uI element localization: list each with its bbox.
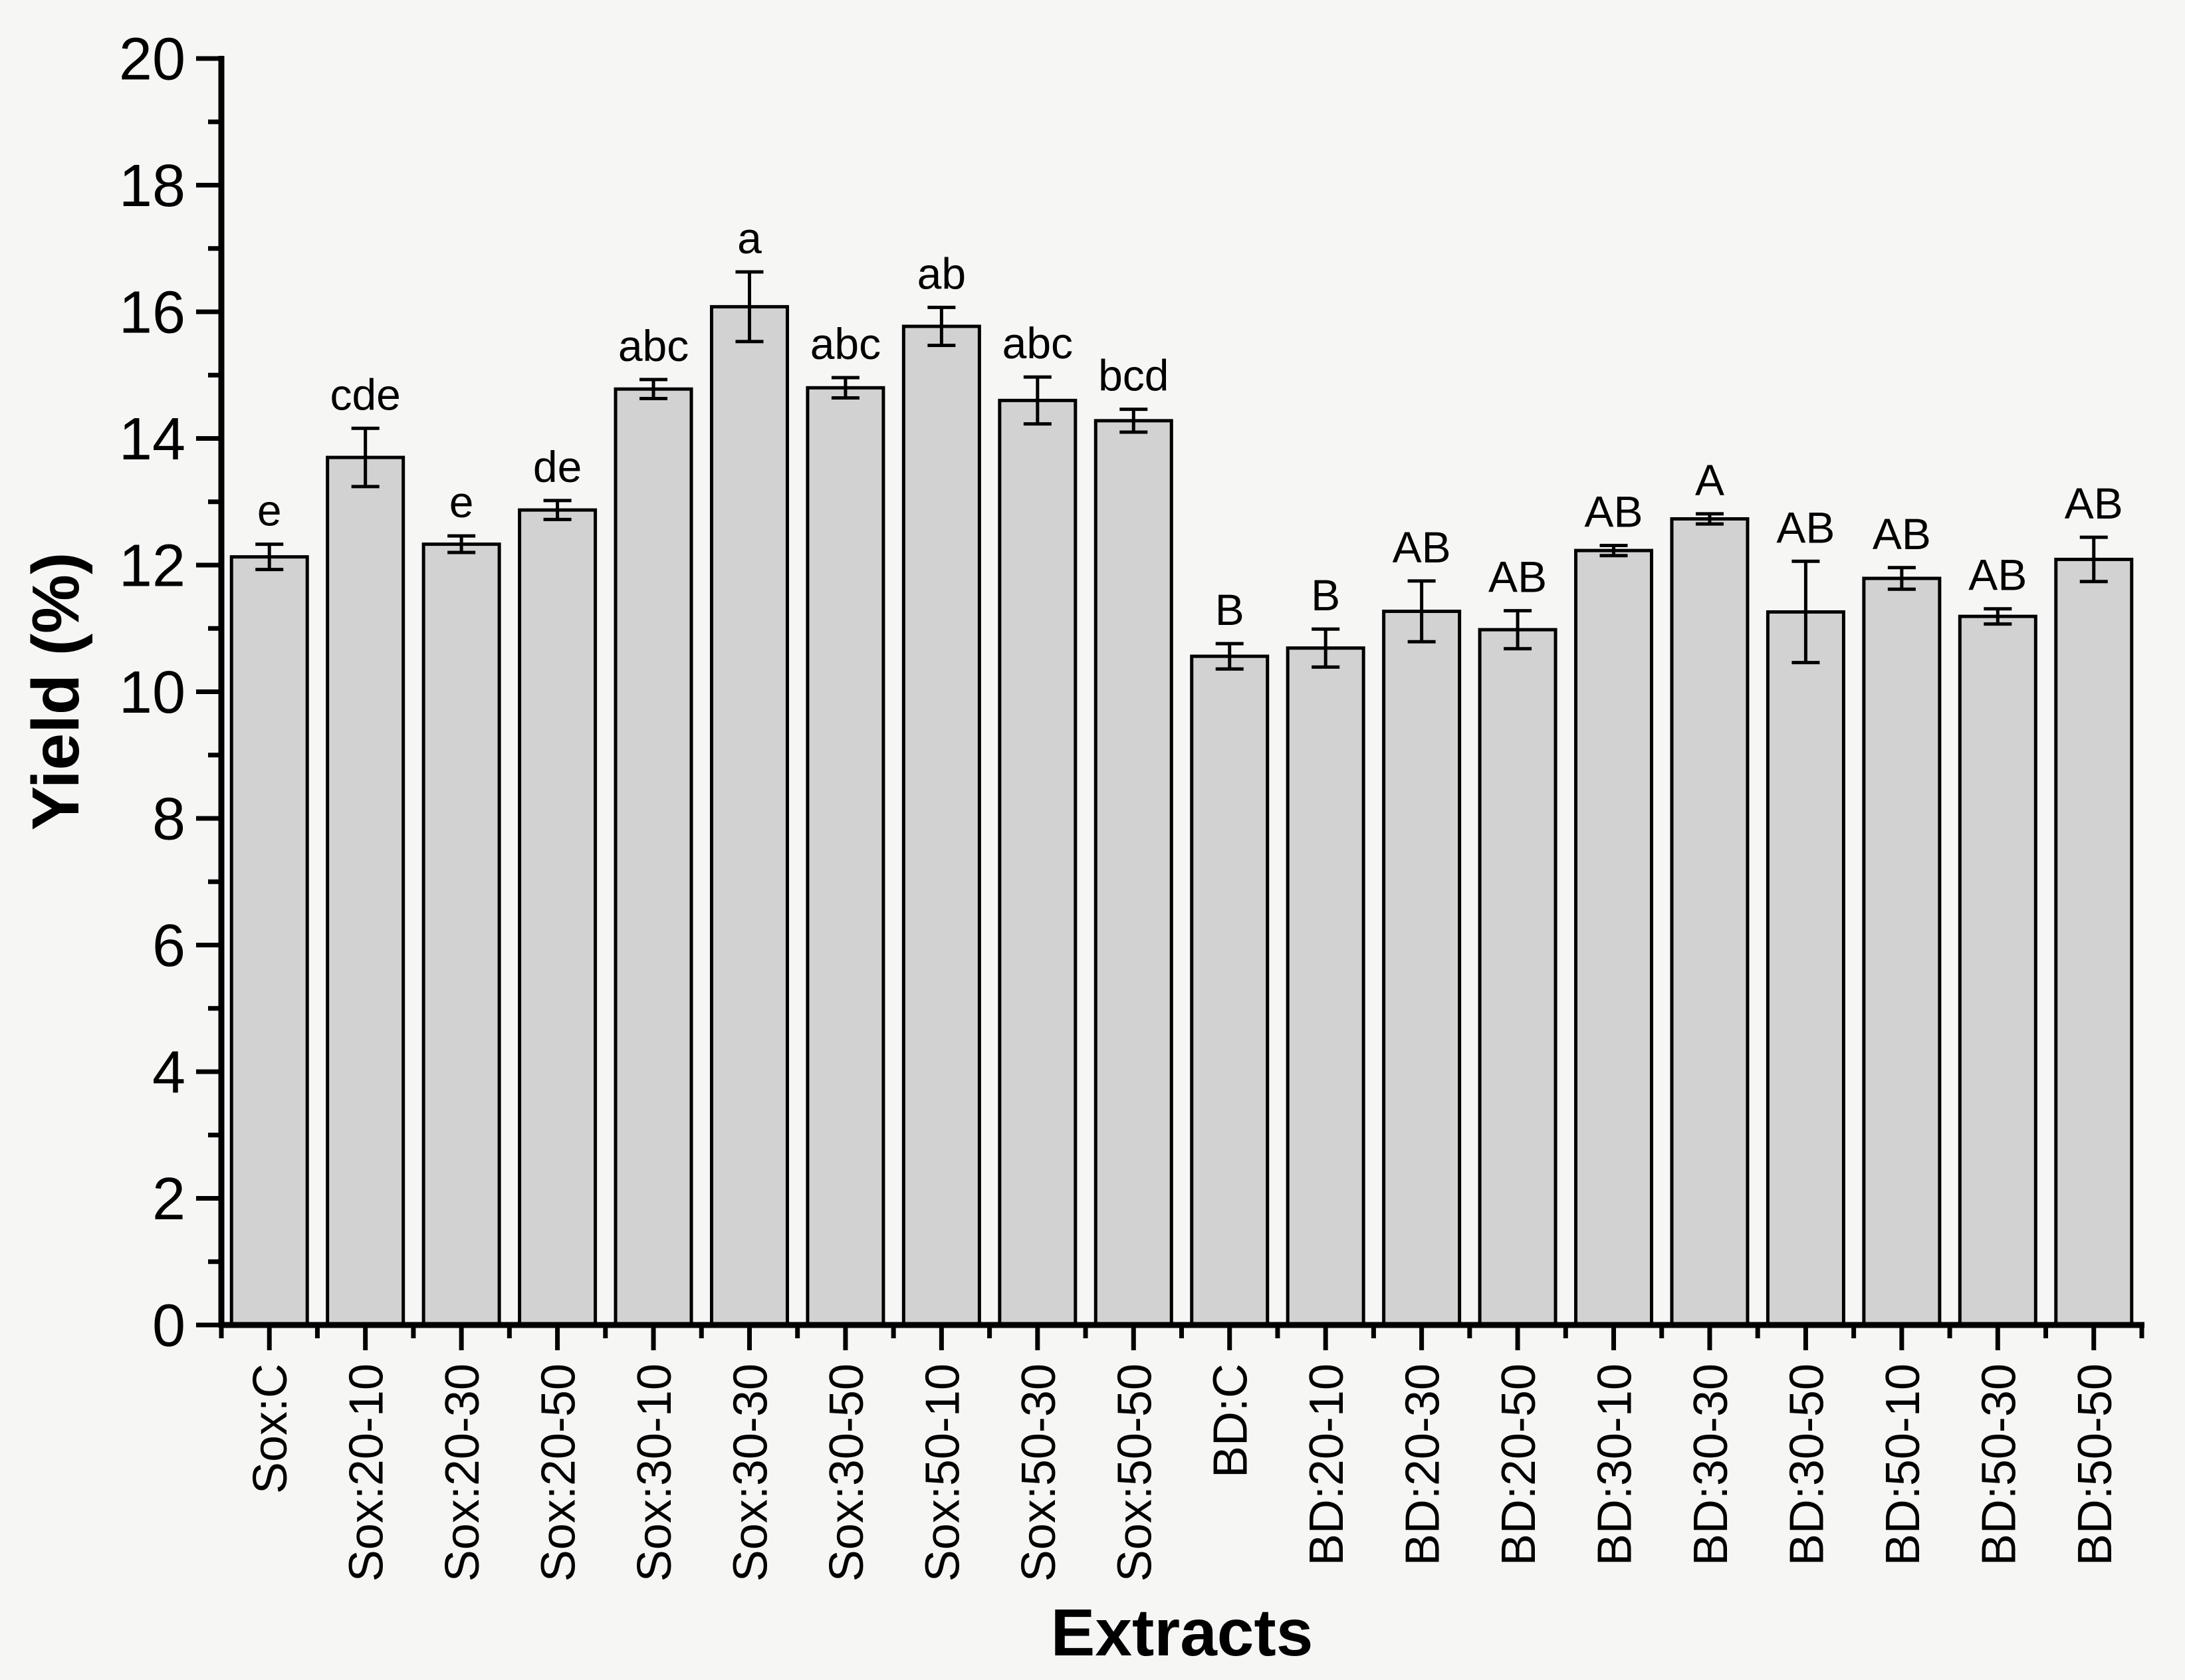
significance-letter-sox-20-10: cde bbox=[330, 370, 400, 419]
y-tick-label-12: 12 bbox=[119, 533, 185, 600]
bar-sox-50-10 bbox=[901, 324, 981, 1327]
significance-letter-bd-50-10: AB bbox=[1873, 509, 1931, 558]
x-tick-label-sox-20-30: Sox:20-30 bbox=[436, 1364, 489, 1582]
x-tick-label-bd-20-50: BD:20-50 bbox=[1492, 1364, 1546, 1566]
bar-bd-50-10 bbox=[1862, 576, 1942, 1327]
x-tick-label-bd-c: BD:C bbox=[1205, 1364, 1258, 1478]
x-axis-title: Extracts bbox=[1051, 1596, 1314, 1670]
significance-letter-bd-20-30: AB bbox=[1393, 523, 1451, 572]
bar-sox-30-50 bbox=[806, 386, 885, 1327]
x-tick-label-bd-30-10: BD:30-10 bbox=[1589, 1364, 1642, 1566]
y-tick-label-0: 0 bbox=[152, 1293, 185, 1360]
y-tick-label-6: 6 bbox=[152, 913, 185, 979]
significance-letter-sox-50-50: bcd bbox=[1098, 351, 1169, 400]
x-tick-label-bd-50-50: BD:50-50 bbox=[2069, 1364, 2122, 1566]
bar-bd-c bbox=[1190, 654, 1270, 1327]
bar-sox-50-30 bbox=[998, 398, 1078, 1327]
bar-sox-20-30 bbox=[421, 542, 501, 1327]
y-tick-label-20: 20 bbox=[119, 27, 185, 93]
y-tick-label-14: 14 bbox=[119, 406, 185, 473]
bar-bd-20-30 bbox=[1382, 610, 1462, 1327]
x-tick-label-sox-30-30: Sox:30-30 bbox=[724, 1364, 777, 1582]
y-tick-label-8: 8 bbox=[152, 786, 185, 853]
significance-letter-bd-30-10: AB bbox=[1585, 487, 1643, 536]
significance-letter-bd-30-50: AB bbox=[1776, 503, 1835, 552]
significance-letter-bd-50-50: AB bbox=[2065, 479, 2123, 528]
bar-bd-30-50 bbox=[1766, 610, 1845, 1327]
x-tick-label-sox-20-10: Sox:20-10 bbox=[340, 1364, 394, 1582]
bar-sox-c bbox=[229, 555, 309, 1327]
significance-letter-sox-30-50: abc bbox=[810, 319, 881, 368]
x-tick-label-bd-30-50: BD:30-50 bbox=[1780, 1364, 1833, 1566]
bar-sox-20-10 bbox=[326, 455, 405, 1327]
significance-letter-sox-20-50: de bbox=[533, 442, 582, 491]
x-tick-label-bd-20-30: BD:20-30 bbox=[1397, 1364, 1450, 1566]
significance-letter-sox-20-30: e bbox=[449, 477, 474, 527]
x-tick-label-bd-50-10: BD:50-10 bbox=[1877, 1364, 1930, 1566]
bar-sox-20-50 bbox=[518, 508, 598, 1327]
x-tick-label-bd-50-30: BD:50-30 bbox=[1972, 1364, 2025, 1566]
y-tick-label-16: 16 bbox=[119, 280, 185, 346]
significance-letter-sox-50-10: ab bbox=[917, 249, 966, 298]
y-tick-label-10: 10 bbox=[119, 660, 185, 726]
x-tick-label-sox-20-50: Sox:20-50 bbox=[532, 1364, 586, 1582]
significance-letter-sox-c: e bbox=[257, 486, 282, 535]
y-tick-label-2: 2 bbox=[152, 1166, 185, 1233]
bar-bd-50-30 bbox=[1958, 614, 2037, 1327]
significance-letter-bd-30-30: A bbox=[1695, 455, 1724, 505]
x-tick-label-sox-50-30: Sox:50-30 bbox=[1012, 1364, 1066, 1582]
significance-letter-bd-c: B bbox=[1215, 585, 1244, 634]
bar-bd-50-50 bbox=[2054, 557, 2134, 1327]
x-tick-label-bd-20-10: BD:20-10 bbox=[1300, 1364, 1353, 1566]
significance-letter-sox-30-10: abc bbox=[618, 321, 689, 370]
significance-letter-bd-20-10: B bbox=[1311, 570, 1340, 620]
y-tick-label-4: 4 bbox=[152, 1040, 185, 1106]
x-tick-label-sox-30-50: Sox:30-50 bbox=[820, 1364, 873, 1582]
bar-sox-30-30 bbox=[709, 304, 789, 1327]
x-tick-label-sox-50-10: Sox:50-10 bbox=[916, 1364, 969, 1582]
y-tick-label-18: 18 bbox=[119, 153, 185, 219]
bar-bd-20-10 bbox=[1286, 646, 1365, 1327]
x-tick-label-bd-30-30: BD:30-30 bbox=[1684, 1364, 1738, 1566]
bar-bd-30-10 bbox=[1574, 548, 1654, 1327]
bar-sox-30-10 bbox=[614, 387, 693, 1327]
bar-bd-20-50 bbox=[1478, 628, 1557, 1327]
bar-sox-50-50 bbox=[1093, 419, 1173, 1327]
y-axis-title: Yield (%) bbox=[19, 552, 93, 831]
significance-letter-bd-20-50: AB bbox=[1488, 552, 1547, 602]
x-tick-label-sox-c: Sox:C bbox=[244, 1364, 297, 1494]
significance-letter-sox-50-30: abc bbox=[1002, 318, 1073, 368]
bar-bd-30-30 bbox=[1670, 517, 1750, 1327]
x-tick-label-sox-50-50: Sox:50-50 bbox=[1108, 1364, 1161, 1582]
x-tick-label-sox-30-10: Sox:30-10 bbox=[628, 1364, 681, 1582]
significance-letter-sox-30-30: a bbox=[737, 213, 762, 263]
significance-letter-bd-50-30: AB bbox=[1968, 550, 2027, 600]
